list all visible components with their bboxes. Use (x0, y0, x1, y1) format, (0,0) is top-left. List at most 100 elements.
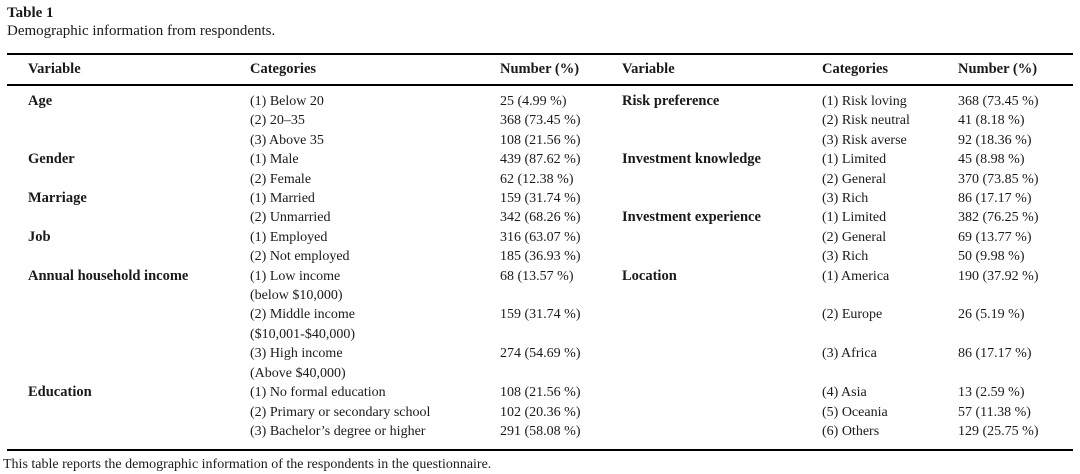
category-cell: (3) Rich (822, 191, 869, 207)
category-cell: (3) Risk averse (822, 132, 907, 148)
category-cell: (6) Others (822, 423, 880, 439)
table-row: (2) Middle income ($10,001-$40,000) 159 (3… (7, 305, 1073, 344)
category-cell: (1) America (822, 268, 890, 284)
number-cell: 50 (9.98 %) (958, 249, 1025, 265)
category-cell: (2) Not employed (250, 249, 350, 265)
variable-cell: Age (28, 93, 53, 109)
number-cell: 86 (17.17 %) (958, 191, 1032, 207)
category-cell: (2) Risk neutral (822, 113, 910, 129)
category-cell: (1) No formal education (250, 385, 386, 401)
variable-cell: Location (622, 267, 677, 284)
variable-cell (622, 170, 822, 189)
category-cell: (4) Asia (822, 385, 867, 401)
category-cell: (2) Primary or secondary school (250, 404, 431, 420)
number-cell: 108 (21.56 %) (500, 385, 581, 401)
number-cell: 439 (87.62 %) (500, 152, 581, 168)
table-row: (2) Primary or secondary school 102 (20.3… (7, 403, 1073, 422)
category-cell: (2) 20–35 (250, 113, 305, 129)
category-cell: (2) Unmarried (250, 210, 331, 226)
table-label: Table 1 (7, 5, 54, 21)
category-cell: (2) Europe (822, 307, 883, 323)
number-cell: 26 (5.19 %) (958, 307, 1025, 323)
variable-cell (622, 189, 822, 208)
table-footnote: This table reports the demographic infor… (3, 457, 492, 473)
category-cell: (2) Female (250, 171, 312, 187)
column-header-number-left: Number (%) (500, 54, 622, 86)
category-cell: (3) High income (Above $40,000) (250, 344, 500, 383)
table-row: (3) High income (Above $40,000) 274 (54.69… (7, 344, 1073, 383)
table-header-row: Variable Categories Number (%) Variable … (7, 54, 1073, 86)
variable-cell (622, 111, 822, 130)
number-cell: 316 (63.07 %) (500, 229, 581, 245)
number-cell: 368 (73.45 %) (500, 113, 581, 129)
table-row: Gender (1) Male 439 (87.62 %) Investment kn… (7, 150, 1073, 169)
number-cell: 25 (4.99 %) (500, 94, 567, 109)
variable-cell (7, 170, 250, 189)
number-cell: 159 (31.74 %) (500, 191, 581, 207)
variable-cell (622, 228, 822, 247)
number-cell: 68 (13.57 %) (500, 268, 574, 284)
variable-cell: Risk preference (622, 93, 720, 109)
number-cell: 185 (36.93 %) (500, 249, 581, 265)
category-cell: (1) Low income (below $10,000) (250, 267, 500, 306)
category-cell: (3) Bachelor’s degree or higher (250, 423, 426, 439)
variable-cell (622, 403, 822, 422)
variable-cell (622, 383, 822, 402)
table-row: (2) Female 62 (12.38 %) (2) General 370 (73… (7, 170, 1073, 189)
category-cell: (1) Below 20 (250, 94, 324, 109)
category-cell: (2) Middle income ($10,001-$40,000) (250, 305, 500, 344)
category-cell: (3) Rich (822, 249, 869, 265)
number-cell: 274 (54.69 %) (500, 346, 581, 362)
number-cell: 86 (17.17 %) (958, 346, 1032, 362)
variable-cell: Annual household income (28, 267, 189, 284)
variable-cell: Marriage (28, 190, 87, 207)
variable-cell (622, 422, 822, 450)
column-header-number-right: Number (%) (958, 54, 1073, 86)
table-row: Education (1) No formal education 108 (21.… (7, 383, 1073, 402)
number-cell: 382 (76.25 %) (958, 210, 1039, 226)
variable-cell (7, 403, 250, 422)
category-cell: (2) General (822, 229, 887, 245)
category-cell: (1) Limited (822, 152, 887, 168)
column-header-categories-left: Categories (250, 54, 500, 86)
number-cell: 92 (18.36 %) (958, 132, 1032, 148)
variable-cell (7, 344, 250, 383)
variable-cell (7, 208, 250, 227)
variable-cell (622, 344, 822, 383)
number-cell: 62 (12.38 %) (500, 171, 574, 187)
column-header-variable-left: Variable (7, 54, 250, 86)
number-cell: 368 (73.45 %) (958, 94, 1039, 109)
number-cell: 129 (25.75 %) (958, 423, 1039, 439)
table-row: (2) Not employed 185 (36.93 %) (3) Rich 50 … (7, 247, 1073, 266)
number-cell: 69 (13.77 %) (958, 229, 1032, 245)
category-cell: (1) Male (250, 152, 299, 168)
category-subline: (below $10,000) (250, 288, 343, 304)
number-cell: 45 (8.98 %) (958, 152, 1025, 168)
category-cell: (3) Africa (822, 346, 877, 362)
variable-cell (7, 111, 250, 130)
category-cell: (1) Employed (250, 229, 328, 245)
table-row: (3) Bachelor’s degree or higher 291 (58.0… (7, 422, 1073, 450)
variable-cell (622, 131, 822, 150)
table-row: Age (1) Below 20 25 (4.99 %) Risk preferenc… (7, 85, 1073, 111)
number-cell: 102 (20.36 %) (500, 404, 581, 420)
number-cell: 108 (21.56 %) (500, 132, 581, 148)
demographics-table: Variable Categories Number (%) Variable … (7, 53, 1073, 452)
category-subline: ($10,001-$40,000) (250, 326, 355, 342)
table-row: Annual household income (1) Low income (be… (7, 267, 1073, 306)
table-row: (3) Above 35 108 (21.56 %) (3) Risk averse… (7, 131, 1073, 150)
variable-cell: Job (28, 228, 51, 245)
table-row: Job (1) Employed 316 (63.07 %) (2) General 6… (7, 228, 1073, 247)
column-header-variable-right: Variable (622, 54, 822, 86)
number-cell: 190 (37.92 %) (958, 268, 1039, 284)
number-cell: 342 (68.26 %) (500, 210, 581, 226)
table-body: Age (1) Below 20 25 (4.99 %) Risk preferenc… (7, 85, 1073, 450)
category-subline: (Above $40,000) (250, 365, 346, 381)
variable-cell (622, 305, 822, 344)
table-row: (2) Unmarried 342 (68.26 %) Investment exp… (7, 208, 1073, 227)
number-cell: 159 (31.74 %) (500, 307, 581, 323)
number-cell: 370 (73.85 %) (958, 171, 1039, 187)
category-cell: (1) Risk loving (822, 94, 907, 109)
variable-cell: Education (28, 384, 92, 401)
table-caption: Demographic information from respondents… (7, 23, 276, 39)
